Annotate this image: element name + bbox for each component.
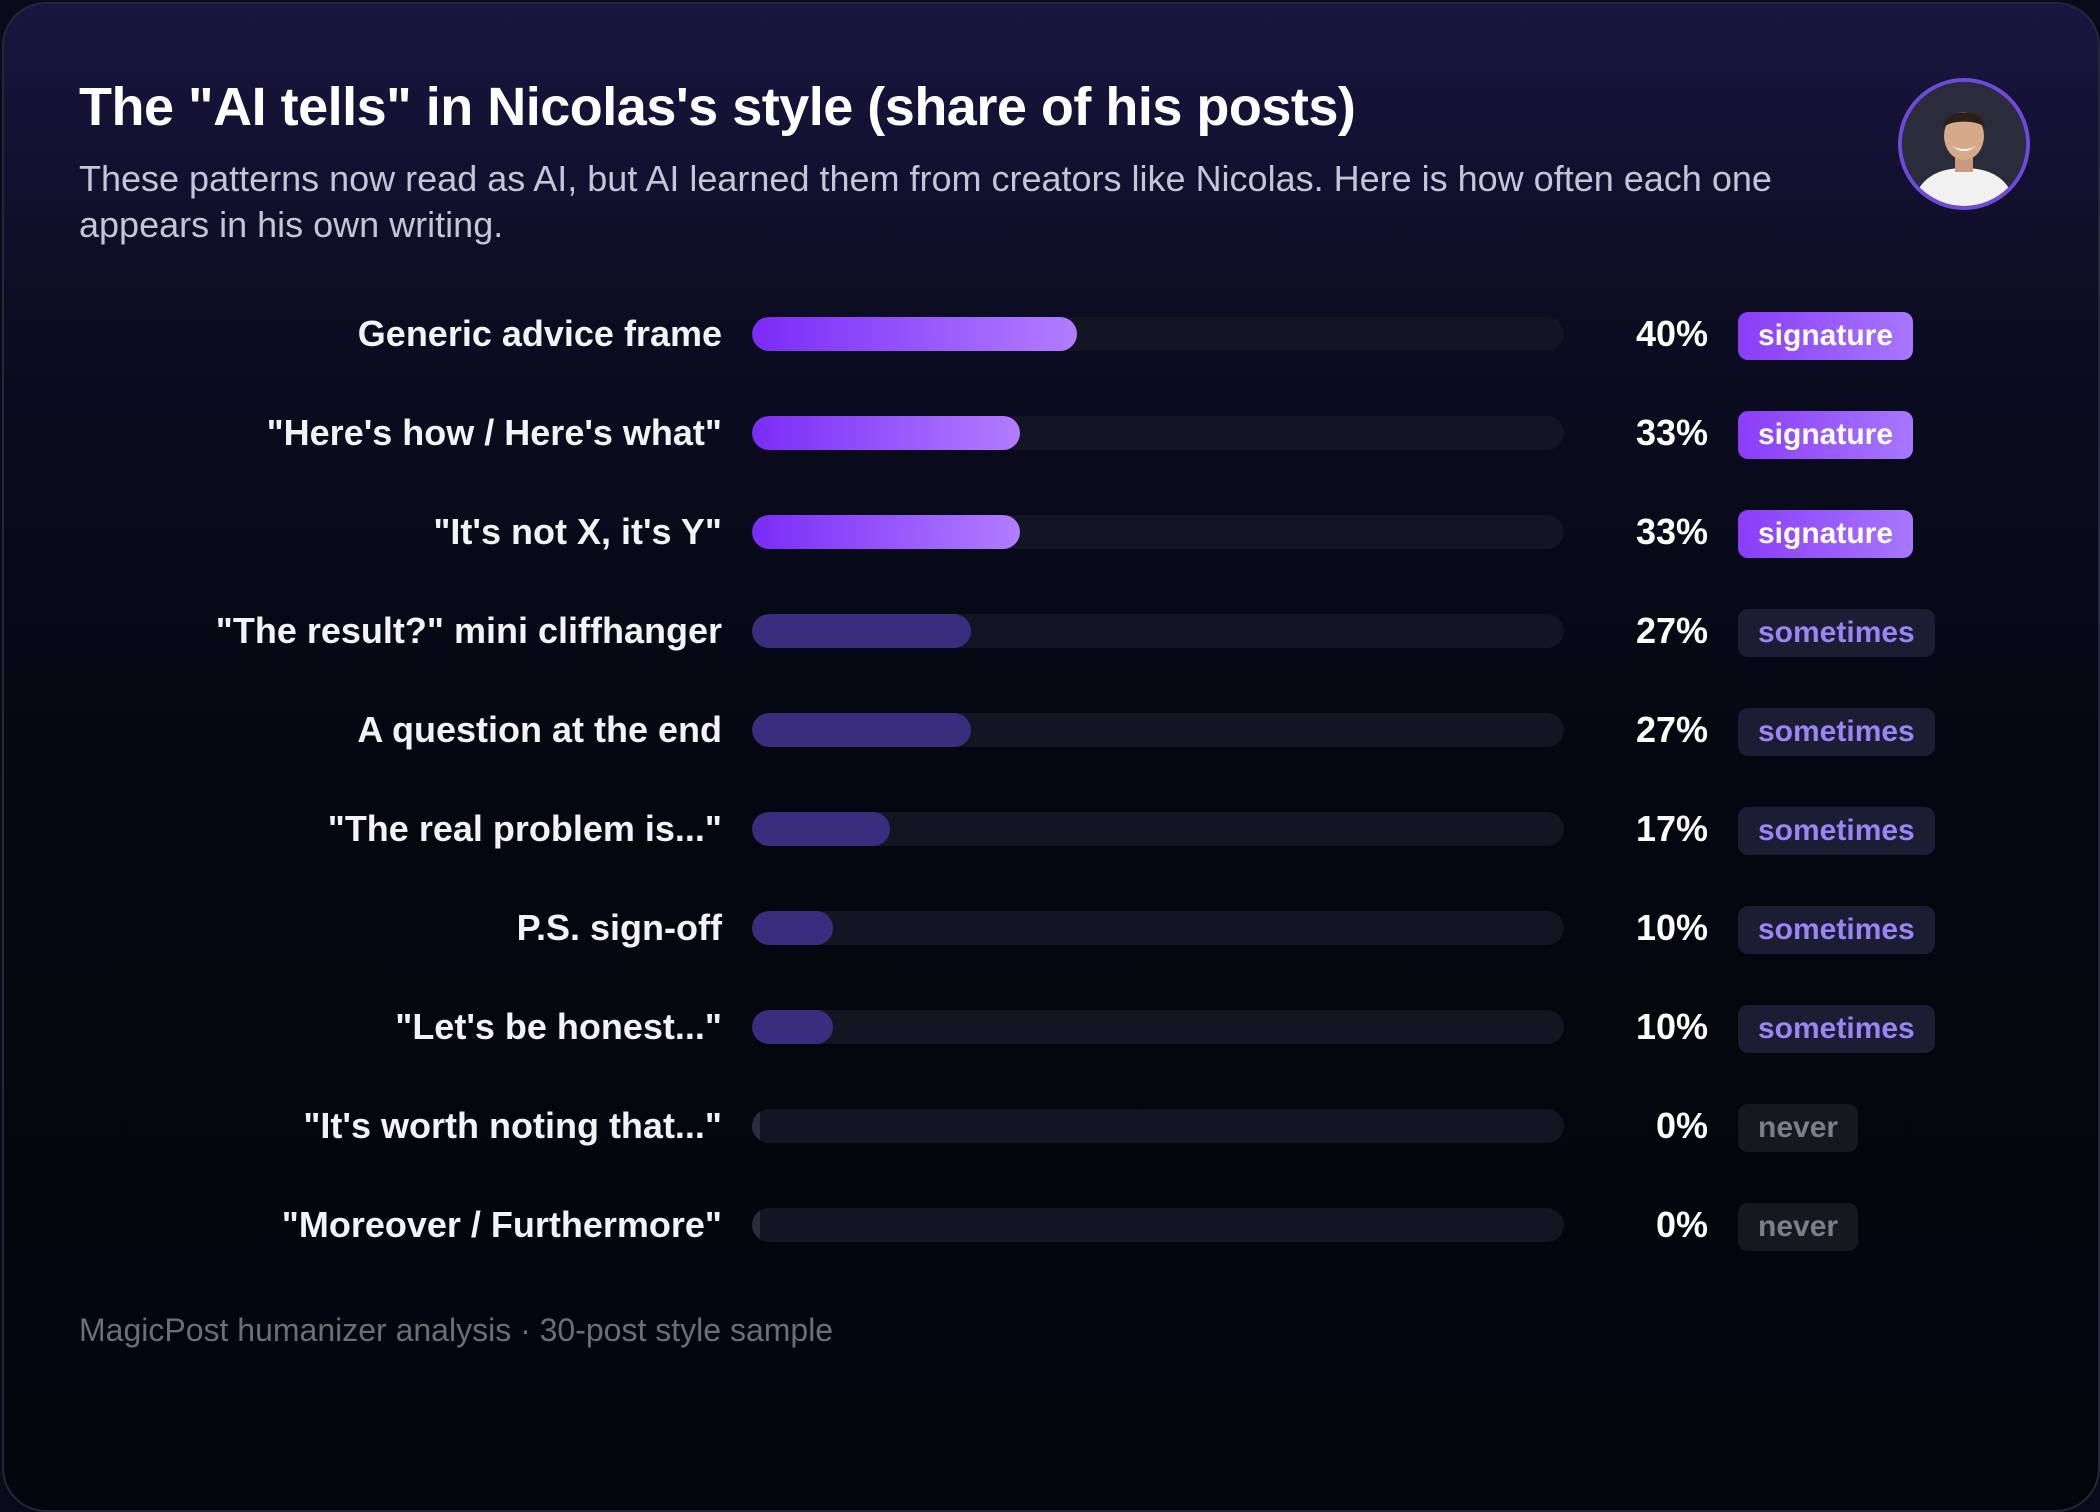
bar — [752, 1109, 760, 1143]
avatar — [1898, 78, 2030, 210]
bar-label: "The real problem is..." — [327, 808, 722, 849]
tier-badge: never — [1738, 1203, 1859, 1251]
bar-value-label: 27% — [1635, 709, 1708, 750]
bar-track — [752, 1109, 1564, 1143]
bar-value-label: 17% — [1635, 808, 1708, 849]
tier-badge: sometimes — [1738, 807, 1935, 855]
bar-label: "It's worth noting that..." — [303, 1105, 722, 1146]
bar — [752, 515, 1020, 549]
bar-row: "Here's how / Here's what" 33% signature — [4, 393, 2098, 473]
bar-track — [752, 1010, 1564, 1044]
bar-row: "The result?" mini cliffhanger 27% sometim… — [4, 591, 2098, 671]
bar-track — [752, 515, 1564, 549]
bar-label: "Here's how / Here's what" — [266, 412, 722, 453]
bar-track — [752, 911, 1564, 945]
bar-track — [752, 812, 1564, 846]
tier-badge: sometimes — [1738, 708, 1935, 756]
bar-value-label: 33% — [1635, 511, 1708, 552]
bar — [752, 1010, 833, 1044]
bar-label: Generic advice frame — [357, 313, 722, 354]
bar-value-label: 27% — [1635, 610, 1708, 651]
bar-label: A question at the end — [357, 709, 722, 750]
bar-row: "It's worth noting that..." 0% never — [4, 1086, 2098, 1166]
bar-row: P.S. sign-off 10% sometimes — [4, 888, 2098, 968]
bar-row: "The real problem is..." 17% sometimes — [4, 789, 2098, 869]
bar-value-label: 40% — [1635, 313, 1708, 354]
tier-badge: sometimes — [1738, 906, 1935, 954]
bar-label: "Let's be honest..." — [395, 1006, 722, 1047]
bar-track — [752, 416, 1564, 450]
person-avatar-icon — [1902, 82, 2026, 206]
bar — [752, 713, 971, 747]
tier-badge: sometimes — [1738, 609, 1935, 657]
bar-chart: Generic advice frame 40% signature "Here's … — [4, 4, 2098, 1304]
bar-value-label: 0% — [1655, 1105, 1708, 1146]
tier-badge: never — [1738, 1104, 1859, 1152]
bar — [752, 614, 971, 648]
bar-track — [752, 614, 1564, 648]
bar — [752, 812, 890, 846]
bar — [752, 911, 833, 945]
bar — [752, 416, 1020, 450]
bar-label: "Moreover / Furthermore" — [281, 1204, 722, 1245]
chart-title: The "AI tells" in Nicolas's style (share… — [79, 77, 1356, 137]
bar-value-label: 10% — [1635, 907, 1708, 948]
chart-footer: MagicPost humanizer analysis · 30-post s… — [79, 1312, 834, 1348]
tier-badge: signature — [1738, 312, 1914, 360]
bar-track — [752, 713, 1564, 747]
chart-subtitle: These patterns now read as AI, but AI le… — [79, 158, 1772, 245]
bar-row: A question at the end 27% sometimes — [4, 690, 2098, 770]
tier-badge: signature — [1738, 510, 1914, 558]
tier-badge: sometimes — [1738, 1005, 1935, 1053]
bar-row: "Let's be honest..." 10% sometimes — [4, 987, 2098, 1067]
bar-value-label: 10% — [1635, 1006, 1708, 1047]
bar-track — [752, 317, 1564, 351]
bar-row: "It's not X, it's Y" 33% signature — [4, 492, 2098, 572]
bar-row: "Moreover / Furthermore" 0% never — [4, 1185, 2098, 1265]
bar-value-label: 33% — [1635, 412, 1708, 453]
bar — [752, 1208, 760, 1242]
bar-value-label: 0% — [1655, 1204, 1708, 1245]
bar — [752, 317, 1077, 351]
bar-label: P.S. sign-off — [516, 907, 722, 948]
bar-track — [752, 1208, 1564, 1242]
bar-label: "It's not X, it's Y" — [433, 511, 722, 552]
tier-badge: signature — [1738, 411, 1914, 459]
bar-row: Generic advice frame 40% signature — [4, 294, 2098, 374]
bar-label: "The result?" mini cliffhanger — [215, 610, 722, 651]
